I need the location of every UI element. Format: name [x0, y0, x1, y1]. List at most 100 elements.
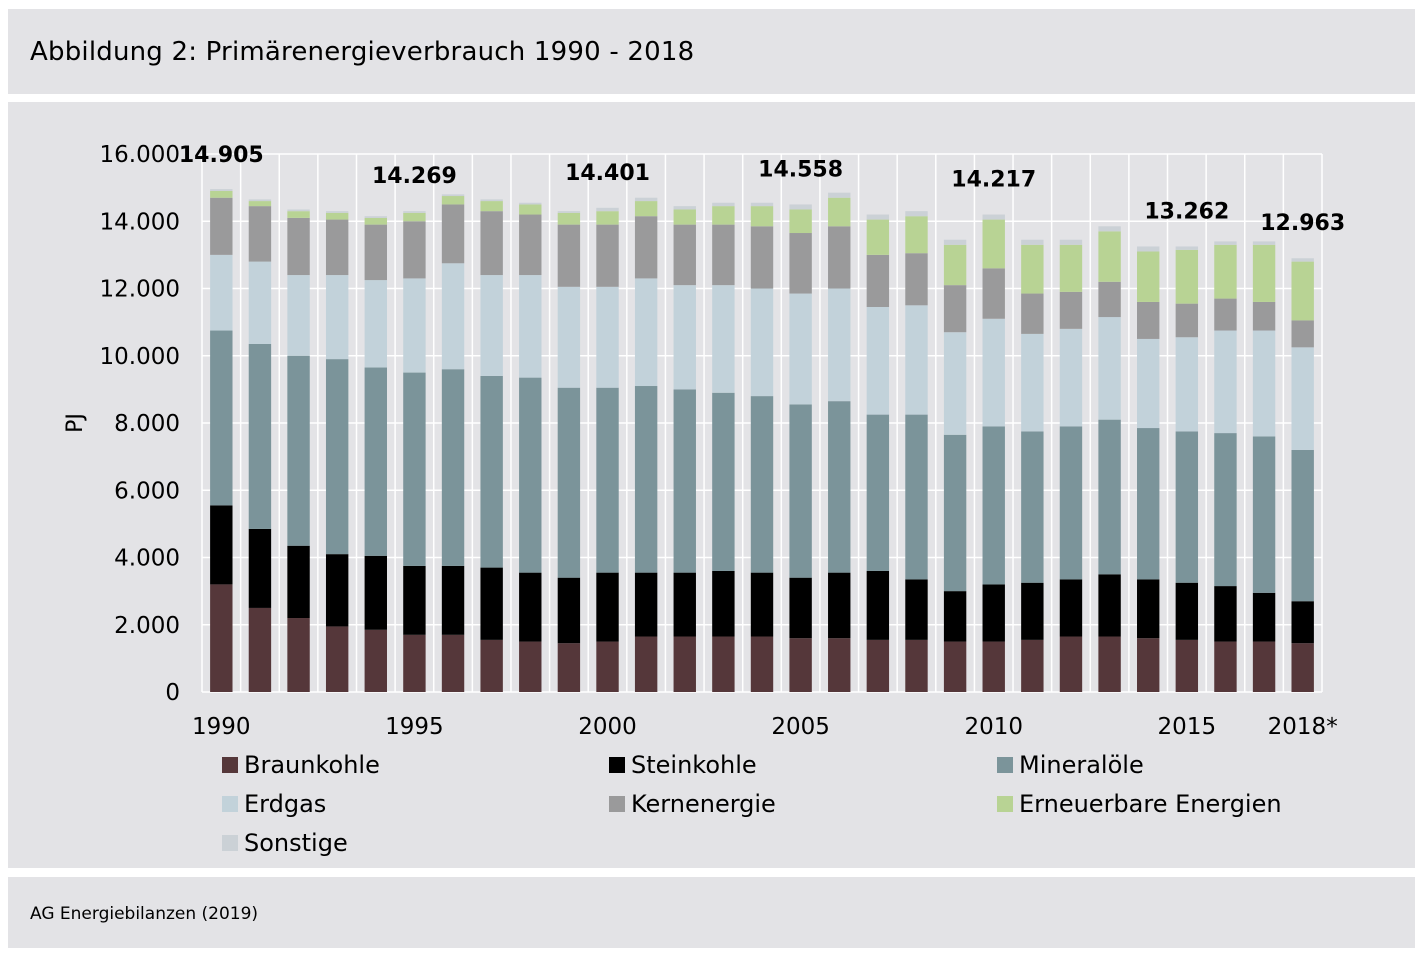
data-label-total: 14.558: [758, 157, 843, 182]
bar-2001-erdgas: [634, 278, 658, 387]
x-tick-label: 2005: [771, 714, 830, 740]
legend-swatch: [222, 796, 238, 812]
y-tick-label: 12.000: [100, 277, 180, 303]
bar-2013-kernenergie: [1098, 281, 1121, 318]
bar-2011-erneuerbare-energien: [1021, 244, 1044, 294]
bar-2018*-steinkohle: [1291, 601, 1314, 644]
bar-2007-sonstige: [866, 214, 890, 220]
bar-2005-steinkohle: [789, 577, 812, 639]
bar-2004-mineralöle: [750, 396, 774, 573]
bar-1991-steinkohle: [248, 528, 272, 608]
bar-2009-steinkohle: [943, 591, 967, 642]
x-tick-label: 2018*: [1268, 714, 1338, 740]
legend-label: Mineralöle: [1019, 751, 1144, 779]
axes: 0 2.000 4.000 6.000 8.000 10.000 12.000 14.000 1…: [63, 142, 1338, 740]
bar-1993-braunkohle: [325, 626, 349, 692]
bar-1991-erdgas: [248, 261, 272, 344]
bar-1992-braunkohle: [287, 618, 310, 692]
bar-2005-braunkohle: [789, 638, 812, 692]
bar-1997-steinkohle: [480, 567, 503, 640]
bar-2003-braunkohle: [712, 636, 735, 692]
bar-1996-mineralöle: [441, 369, 465, 566]
bar-2015-erdgas: [1175, 337, 1199, 432]
bar-2004-sonstige: [750, 202, 774, 207]
bar-1993-sonstige: [325, 211, 349, 213]
bar-2013-erneuerbare-energien: [1098, 231, 1121, 282]
bar-2011-kernenergie: [1021, 293, 1044, 334]
bar-1991-mineralöle: [248, 343, 272, 529]
bar-2017-kernenergie: [1252, 301, 1276, 331]
bar-2007-kernenergie: [866, 254, 890, 307]
bar-2014-erdgas: [1137, 338, 1160, 429]
bar-2002-braunkohle: [673, 636, 696, 692]
bar-1995-erdgas: [403, 278, 426, 373]
bar-2005-sonstige: [789, 204, 812, 210]
bar-2008-braunkohle: [905, 639, 928, 692]
bar-2012-mineralöle: [1059, 426, 1083, 580]
bar-2016-erdgas: [1214, 330, 1237, 434]
bar-1997-mineralöle: [480, 375, 503, 568]
bar-1998-braunkohle: [519, 641, 542, 692]
bar-1999-erneuerbare-energien: [557, 212, 581, 225]
bar-2001-erneuerbare-energien: [634, 201, 658, 217]
bar-2008-kernenergie: [905, 253, 928, 306]
bar-2011-braunkohle: [1021, 639, 1044, 692]
legend-swatch: [997, 757, 1013, 773]
bar-1995-mineralöle: [403, 372, 426, 566]
bar-2014-mineralöle: [1137, 428, 1160, 580]
bar-2018*-mineralöle: [1291, 449, 1314, 602]
bar-2016-steinkohle: [1214, 586, 1237, 642]
y-tick-label: 16.000: [100, 142, 180, 168]
bar-2015-sonstige: [1175, 246, 1199, 250]
bar-2000-steinkohle: [596, 572, 619, 642]
bar-2012-steinkohle: [1059, 579, 1083, 637]
bar-1994-erdgas: [364, 280, 387, 368]
bar-2007-erneuerbare-energien: [866, 219, 890, 255]
bar-1994-sonstige: [364, 216, 387, 218]
bar-1998-sonstige: [519, 202, 542, 205]
bar-2009-sonstige: [943, 239, 967, 245]
bar-2006-erdgas: [828, 288, 851, 402]
bar-1997-sonstige: [480, 199, 503, 202]
grid: [201, 153, 1323, 693]
x-tick-label: 1990: [192, 714, 251, 740]
x-tick-label: 2000: [578, 714, 637, 740]
bar-2016-sonstige: [1214, 241, 1237, 245]
legend-swatch: [609, 757, 625, 773]
bar-1994-steinkohle: [364, 555, 387, 630]
y-tick-label: 10.000: [100, 344, 180, 370]
data-labels: 14.905 14.269 14.401 14.558 14.217 13.262 12.9…: [179, 143, 1345, 236]
bar-2014-braunkohle: [1137, 638, 1160, 692]
x-tick-label: 2010: [964, 714, 1023, 740]
y-tick-label: 0: [165, 680, 180, 706]
source-note: AG Energiebilanzen (2019): [30, 904, 259, 924]
bar-2004-kernenergie: [750, 226, 774, 289]
bar-2013-sonstige: [1098, 226, 1121, 232]
bar-2018*-kernenergie: [1291, 320, 1314, 348]
x-tick-label: 1995: [385, 714, 444, 740]
bar-2009-erdgas: [943, 332, 967, 435]
bar-2001-sonstige: [634, 197, 658, 202]
bar-2006-erneuerbare-energien: [828, 197, 851, 227]
bar-2012-erneuerbare-energien: [1059, 244, 1083, 292]
bar-2011-mineralöle: [1021, 431, 1044, 583]
bar-2004-erneuerbare-energien: [750, 206, 774, 227]
legend-swatch: [609, 796, 625, 812]
bar-2018*-erneuerbare-energien: [1291, 261, 1314, 321]
bar-2015-erneuerbare-energien: [1175, 249, 1199, 304]
bar-2016-erneuerbare-energien: [1214, 244, 1237, 299]
bar-1997-braunkohle: [480, 639, 503, 692]
legend-label: Erdgas: [244, 790, 326, 818]
bar-2002-steinkohle: [673, 572, 696, 637]
bar-2017-erdgas: [1252, 330, 1276, 437]
bar-1993-kernenergie: [325, 219, 349, 276]
bar-2000-erdgas: [596, 286, 619, 388]
bar-2009-braunkohle: [943, 641, 967, 692]
bar-2011-erdgas: [1021, 333, 1044, 432]
y-tick-label: 4.000: [114, 546, 180, 572]
bar-1993-erneuerbare-energien: [325, 212, 349, 220]
bar-2001-mineralöle: [634, 386, 658, 573]
legend-label: Steinkohle: [631, 751, 757, 779]
bar-1996-erneuerbare-energien: [441, 196, 465, 205]
bar-2004-erdgas: [750, 288, 774, 397]
